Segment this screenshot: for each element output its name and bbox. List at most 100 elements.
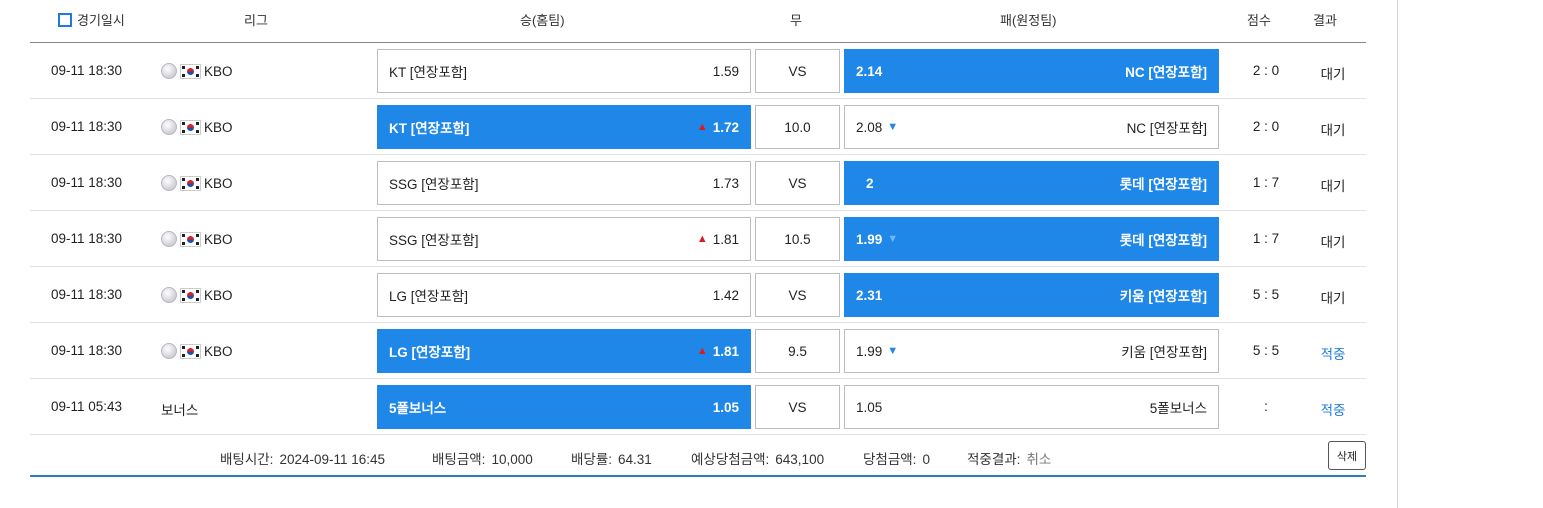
draw-odds-box[interactable]: VS (755, 161, 840, 205)
home-team: SSG [연장포함] (389, 177, 479, 192)
baseball-icon (161, 63, 177, 79)
baseball-icon (161, 119, 177, 135)
league: KBO (161, 119, 233, 135)
league-name: KBO (204, 231, 233, 247)
draw-odds-box[interactable]: 10.0 (755, 105, 840, 149)
draw-odds-box[interactable]: VS (755, 49, 840, 93)
korea-flag-icon (180, 119, 201, 135)
away-odds: 2.31 (856, 287, 883, 303)
draw-odds-box[interactable]: 9.5 (755, 329, 840, 373)
away-odds: 1.99 (856, 343, 883, 359)
bet-time-value: 2024-09-11 16:45 (279, 452, 386, 467)
odds-total-label: 배당률: (571, 452, 613, 467)
arrow-down-icon: ▼ (887, 345, 899, 357)
hit-result-label: 적중결과: (967, 452, 1021, 467)
bet-history-table: 경기일시 리그 승(홈팀) 무 패(원정팀) 점수 결과 09-11 18:30… (30, 0, 1366, 477)
away-odds-box[interactable]: 2.31 키움 [연장포함] (844, 273, 1219, 317)
result: 대기 (1320, 235, 1346, 250)
table-row: 09-11 18:30 KBO KT [연장포함] 1.59 VS 2.14 N… (30, 43, 1366, 99)
home-odds: 1.72 (712, 119, 739, 135)
match-date: 09-11 18:30 (51, 287, 123, 302)
arrow-up-icon: ▲ (696, 121, 708, 133)
bet-amount-value: 10,000 (491, 452, 533, 467)
home-team: SSG [연장포함] (389, 233, 479, 248)
league: KBO (161, 287, 233, 303)
header-score: 점수 (1247, 13, 1271, 28)
korea-flag-icon (180, 287, 201, 303)
match-date: 09-11 18:30 (51, 343, 123, 358)
result: 적중 (1320, 347, 1346, 362)
match-date: 09-11 05:43 (51, 399, 123, 414)
score: 1 : 7 (1252, 231, 1280, 246)
league-name: 보너스 (161, 403, 199, 418)
away-team: NC [연장포함] (1126, 121, 1207, 136)
match-date: 09-11 18:30 (51, 119, 123, 134)
match-date: 09-11 18:30 (51, 63, 123, 78)
home-odds-box[interactable]: SSG [연장포함] ▲ 1.81 (377, 217, 751, 261)
away-team: 롯데 [연장포함] (1119, 233, 1207, 248)
away-team: 키움 [연장포함] (1119, 289, 1207, 304)
away-odds-box[interactable]: 1.99 ▼ 롯데 [연장포함] (844, 217, 1219, 261)
draw-odds: 10.0 (784, 119, 811, 135)
league: KBO (161, 175, 233, 191)
arrow-down-icon: ▼ (887, 121, 899, 133)
baseball-icon (161, 175, 177, 191)
away-team: NC [연장포함] (1125, 65, 1207, 80)
league-name: KBO (204, 175, 233, 191)
table-row: 09-11 18:30 KBO LG [연장포함] ▲ 1.81 9.5 1.9… (30, 323, 1366, 379)
draw-odds-box[interactable]: VS (755, 273, 840, 317)
home-odds-box[interactable]: SSG [연장포함] 1.73 (377, 161, 751, 205)
home-team: KT [연장포함] (389, 121, 470, 136)
right-sidebar (1397, 0, 1543, 508)
header-league: 리그 (244, 13, 268, 28)
draw-odds: 10.5 (784, 231, 811, 247)
league: KBO (161, 343, 233, 359)
home-team: 5폴보너스 (389, 401, 447, 416)
home-odds-box[interactable]: LG [연장포함] 1.42 (377, 273, 751, 317)
baseball-icon (161, 287, 177, 303)
away-odds-box[interactable]: 1.05 5폴보너스 (844, 385, 1219, 429)
league: 보너스 (161, 399, 198, 419)
away-odds: 2.08 (856, 119, 883, 135)
match-date: 09-11 18:30 (51, 175, 123, 190)
table-row: 09-11 18:30 KBO KT [연장포함] ▲ 1.72 10.0 2.… (30, 99, 1366, 155)
draw-odds-box[interactable]: 10.5 (755, 217, 840, 261)
home-odds-box[interactable]: LG [연장포함] ▲ 1.81 (377, 329, 751, 373)
korea-flag-icon (180, 231, 201, 247)
home-odds: 1.05 (712, 399, 739, 415)
score: 5 : 5 (1252, 343, 1280, 358)
odds-total: 배당률: 64.31 (571, 448, 652, 468)
result: 대기 (1320, 179, 1346, 194)
home-odds-box[interactable]: KT [연장포함] ▲ 1.72 (377, 105, 751, 149)
draw-odds: VS (788, 175, 807, 191)
home-odds-box[interactable]: KT [연장포함] 1.59 (377, 49, 751, 93)
bet-time: 배팅시간: 2024-09-11 16:45 (220, 448, 385, 468)
header-lose: 패(원정팀) (1000, 13, 1057, 28)
score: 2 : 0 (1252, 119, 1280, 134)
away-odds-box[interactable]: 2.14 NC [연장포함] (844, 49, 1219, 93)
korea-flag-icon (180, 63, 201, 79)
home-team: LG [연장포함] (389, 289, 468, 304)
korea-flag-icon (180, 343, 201, 359)
arrow-up-icon: ▲ (696, 233, 708, 245)
league-name: KBO (204, 287, 233, 303)
draw-odds-box[interactable]: VS (755, 385, 840, 429)
expected-win: 예상당첨금액: 643,100 (691, 448, 824, 468)
expected-win-label: 예상당첨금액: (691, 452, 770, 467)
select-all-checkbox[interactable] (58, 12, 72, 27)
league-name: KBO (204, 343, 233, 359)
away-odds-box[interactable]: 2 롯데 [연장포함] (844, 161, 1219, 205)
win-amount-label: 당첨금액: (863, 452, 917, 467)
result: 대기 (1320, 123, 1346, 138)
header-result: 결과 (1313, 13, 1337, 28)
header-date-label: 경기일시 (77, 13, 125, 28)
home-odds-box[interactable]: 5폴보너스 1.05 (377, 385, 751, 429)
home-odds: 1.42 (712, 287, 739, 303)
draw-odds: VS (788, 399, 807, 415)
away-odds-box[interactable]: 1.99 ▼ 키움 [연장포함] (844, 329, 1219, 373)
away-team: 롯데 [연장포함] (1119, 177, 1207, 192)
away-odds-box[interactable]: 2.08 ▼ NC [연장포함] (844, 105, 1219, 149)
delete-button[interactable]: 삭제 (1328, 441, 1366, 470)
header-win: 승(홈팀) (520, 13, 565, 28)
win-amount-value: 0 (922, 452, 930, 467)
